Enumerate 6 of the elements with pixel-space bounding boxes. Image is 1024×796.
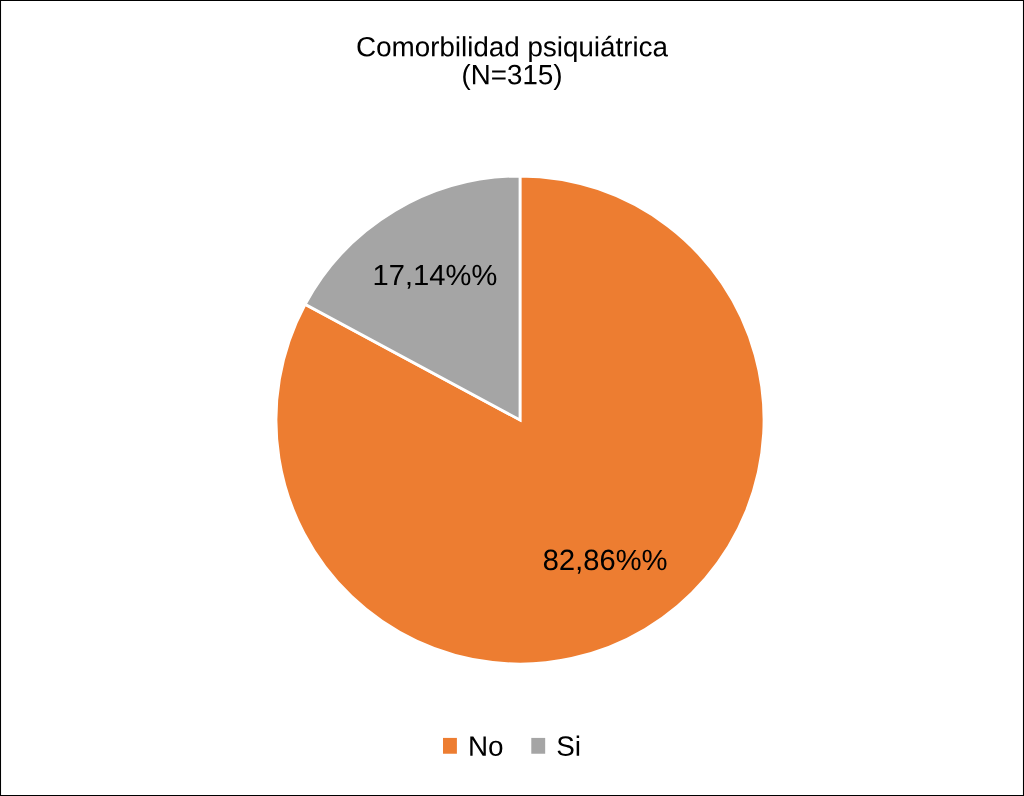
- legend-label: No: [470, 736, 503, 756]
- data-label: 82,86%%: [543, 549, 667, 574]
- data-label: 17,14%%: [374, 264, 497, 289]
- pie-slice: [274, 174, 766, 666]
- legend-label: Si: [557, 735, 580, 756]
- chart-title: Comorbilidad psiquiátrica (N=315): [357, 35, 668, 90]
